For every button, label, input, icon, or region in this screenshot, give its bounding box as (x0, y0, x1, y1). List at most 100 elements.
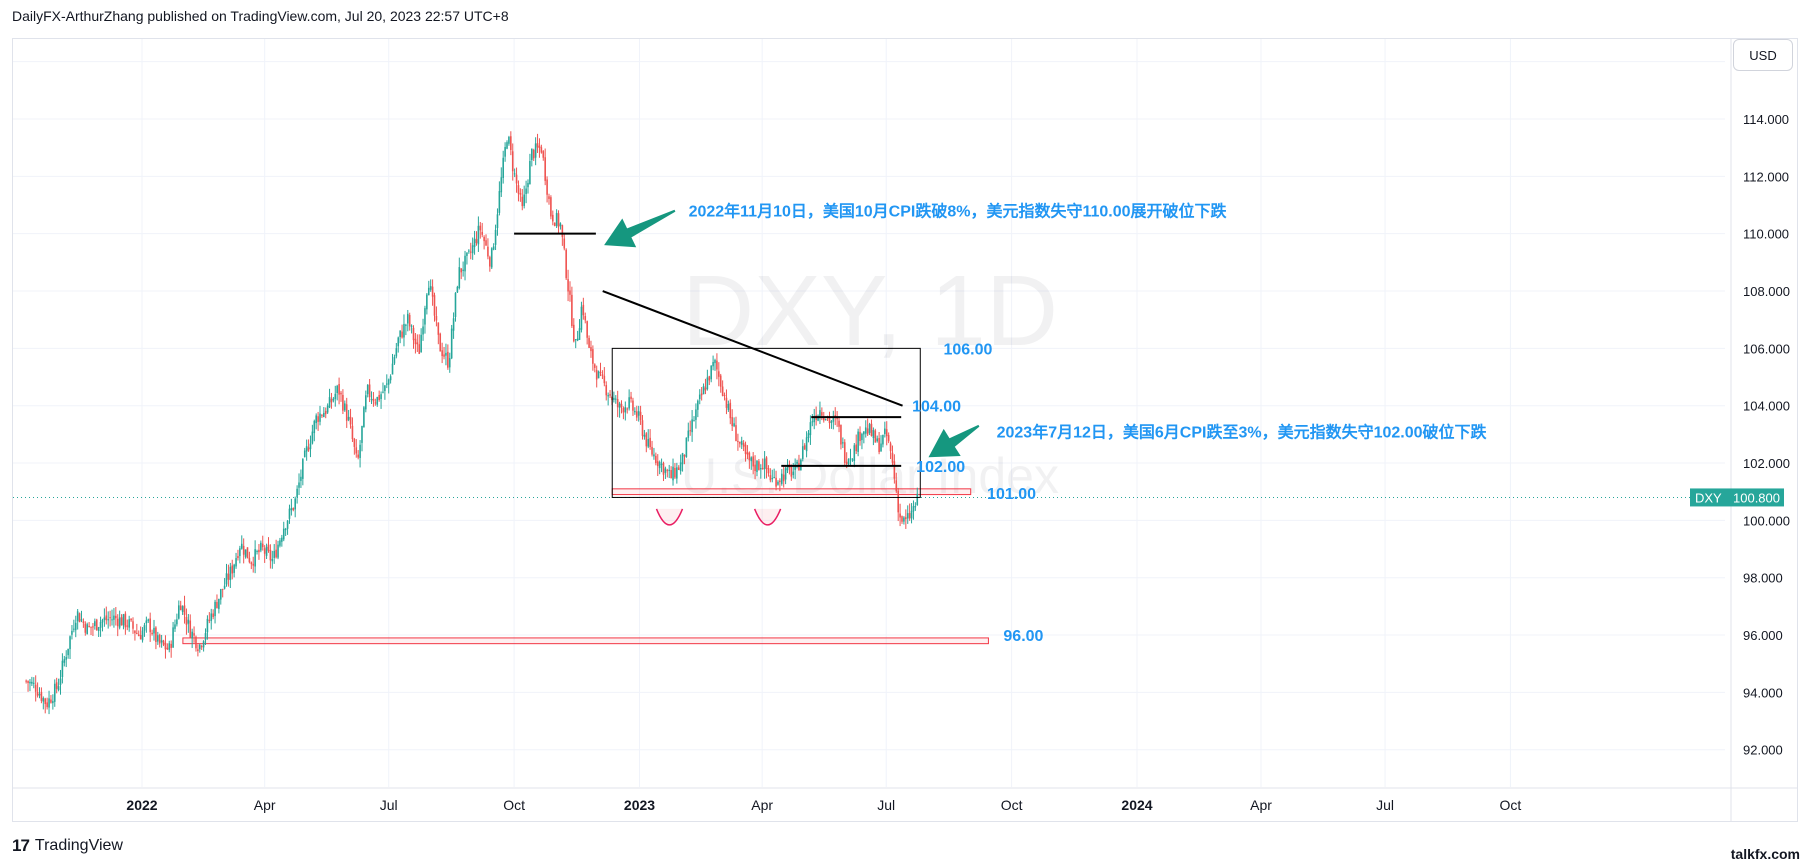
candle-body (739, 441, 741, 444)
candle-body (265, 546, 268, 556)
candle-body (777, 481, 779, 485)
candle-body (601, 374, 604, 376)
candle-body (456, 286, 459, 293)
candle-body (670, 470, 672, 479)
candle-body (828, 416, 831, 424)
candle-body (183, 605, 186, 615)
candle-body (105, 615, 108, 621)
candle-body (422, 326, 424, 335)
candle-body (155, 627, 157, 643)
candle-body (782, 474, 785, 482)
footer-brand[interactable]: 17 TradingView (12, 836, 123, 856)
candle-body (198, 644, 201, 650)
candle-body (315, 415, 317, 424)
candle-body (273, 550, 276, 558)
candle-body (269, 549, 272, 561)
candle-body (803, 445, 806, 450)
candle-body (857, 431, 859, 452)
candle-body (557, 213, 560, 227)
candle-body (357, 454, 359, 458)
candle-body (801, 446, 804, 459)
candle-body (61, 660, 64, 678)
candle-body (353, 438, 356, 447)
candle-body (399, 330, 401, 338)
candle-body (424, 308, 426, 325)
candle-body (679, 462, 682, 472)
candle-body (443, 354, 445, 357)
candle-body (906, 513, 909, 519)
candle-body (231, 565, 234, 574)
candle-body (903, 517, 905, 522)
candle-body (624, 407, 627, 413)
currency-selector-button[interactable]: USD (1733, 39, 1793, 71)
candle-body (427, 287, 430, 296)
candle-body (418, 344, 421, 354)
candle-body (599, 372, 602, 374)
candle-body (492, 246, 495, 250)
candle-body (157, 635, 159, 642)
price-tick-label: 112.000 (1743, 169, 1789, 184)
candle-body (34, 684, 37, 692)
candle-body (223, 585, 226, 589)
candle-body (620, 403, 623, 408)
candle-body (239, 548, 241, 557)
last-price-symbol: DXY (1695, 490, 1722, 505)
candle-body (90, 626, 92, 628)
candle-body (420, 334, 422, 353)
candle-body (691, 419, 693, 433)
candle-body (897, 490, 899, 513)
candle-body (628, 397, 630, 409)
candle-body (912, 506, 915, 512)
candle-body (901, 516, 903, 522)
range-box (611, 347, 921, 498)
candle-body (864, 427, 867, 434)
candle-body (630, 396, 632, 399)
candle-body (296, 488, 298, 497)
candle-body (578, 328, 581, 340)
candle-body (905, 517, 907, 520)
candle-body (448, 358, 451, 368)
candle-body (882, 434, 884, 445)
candle-body (59, 678, 62, 685)
support-band-layer (182, 488, 989, 645)
candle-body (908, 513, 911, 519)
candle-body (687, 430, 690, 438)
candle-body (760, 468, 762, 470)
candle-body (53, 683, 56, 702)
candle-body (794, 464, 796, 470)
candle-body (538, 145, 541, 148)
candle-body (735, 425, 737, 442)
candle-body (52, 701, 54, 704)
candle-body (702, 386, 705, 395)
candle-body (412, 327, 415, 341)
candle-body (780, 473, 783, 484)
annotation-text: 2022年11月10日，美国10月CPI跌破8%，美元指数失守110.00展开破… (689, 202, 1228, 221)
price-tick-label: 108.000 (1743, 284, 1790, 299)
price-tick-label: 106.000 (1743, 341, 1790, 356)
candle-body (658, 462, 661, 469)
candle-body (408, 314, 411, 327)
time-tick-label: Oct (1001, 797, 1023, 813)
candle-body (92, 626, 94, 628)
candle-body (555, 212, 558, 226)
candle-body (723, 395, 726, 397)
candle-body (439, 333, 442, 352)
candle-body (240, 543, 243, 549)
candle-body (78, 613, 81, 623)
candle-body (632, 400, 634, 411)
candle-body (120, 617, 123, 626)
candle-body (716, 360, 718, 370)
candle-body (731, 417, 733, 427)
candle-body (592, 349, 594, 364)
candle-body (572, 324, 575, 342)
candle-body (819, 410, 821, 417)
candle-body (136, 632, 138, 634)
candle-body (334, 393, 337, 400)
candle-body (206, 618, 209, 633)
candle-body (790, 466, 793, 477)
candle-body (73, 628, 75, 630)
candle-body (317, 416, 319, 422)
candle-body (109, 617, 111, 619)
candle-body (330, 398, 333, 403)
